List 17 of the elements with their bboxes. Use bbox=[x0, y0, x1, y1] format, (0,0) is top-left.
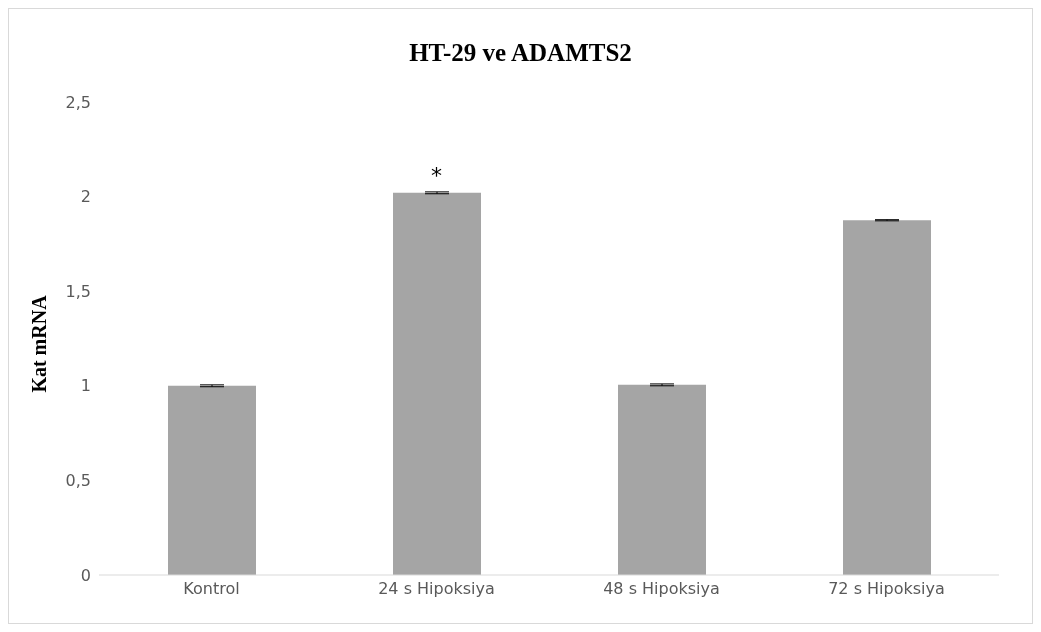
x-tick-label: 72 s Hipoksiya bbox=[828, 579, 945, 599]
x-tick-label: 24 s Hipoksiya bbox=[378, 579, 495, 599]
y-tick-label: 1,5 bbox=[65, 281, 91, 301]
y-axis-title: Kat mRNA bbox=[27, 295, 51, 393]
y-tick-label: 2 bbox=[80, 187, 91, 207]
x-tick-label: Kontrol bbox=[183, 579, 240, 599]
y-tick-label: 1 bbox=[80, 376, 91, 396]
bar bbox=[393, 192, 481, 575]
y-tick-label: 0 bbox=[80, 565, 91, 585]
chart-title: HT-29 ve ADAMTS2 bbox=[408, 39, 633, 67]
bar bbox=[168, 385, 256, 575]
bar bbox=[843, 220, 931, 575]
y-tick-label: 2,5 bbox=[65, 92, 91, 112]
bar bbox=[618, 384, 706, 575]
y-tick-label: 0,5 bbox=[65, 471, 91, 491]
x-tick-label: 48 s Hipoksiya bbox=[603, 579, 720, 599]
annotation: * bbox=[431, 162, 442, 188]
